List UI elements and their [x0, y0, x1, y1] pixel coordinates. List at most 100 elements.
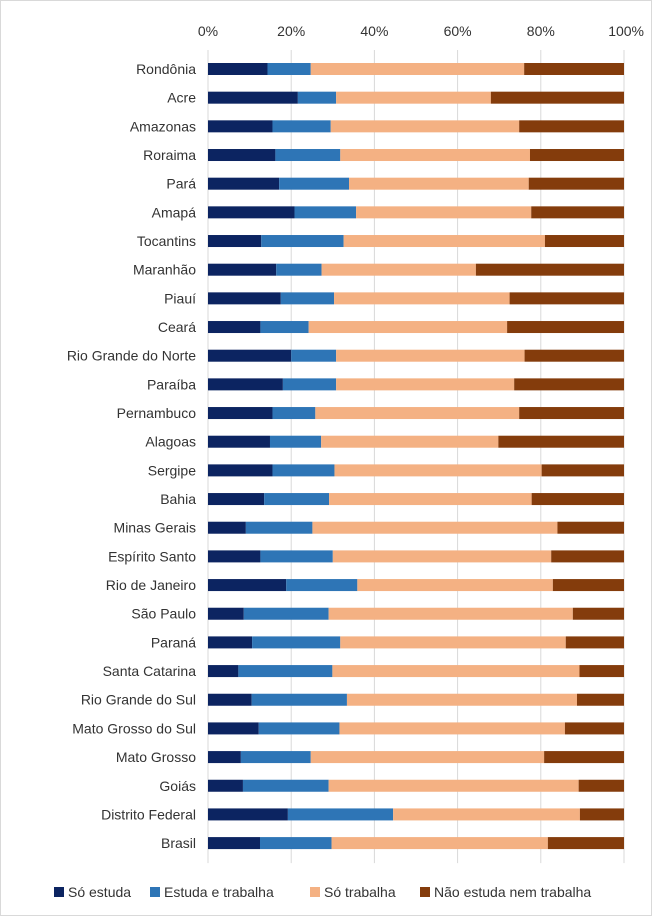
- bar-segment-so-trabalha: [331, 837, 548, 850]
- bar-segment-estuda-e-trabalha: [261, 235, 344, 248]
- bar-segment-so-trabalha: [308, 321, 508, 334]
- bar-segment-estuda-e-trabalha: [238, 665, 333, 678]
- bar-segment-nao-estuda-nem-trabalha: [490, 91, 624, 104]
- category-label: Pará: [166, 176, 196, 192]
- bar-segment-estuda-e-trabalha: [243, 607, 329, 620]
- bar-segment-nao-estuda-nem-trabalha: [514, 378, 624, 391]
- bar-segment-so-trabalha: [393, 808, 580, 821]
- bar-segment-so-trabalha: [349, 177, 529, 190]
- bar-segment-so-trabalha: [328, 779, 579, 792]
- legend-item-so-trabalha: Só trabalha: [310, 884, 396, 900]
- x-tick-label: 40%: [360, 23, 388, 39]
- x-tick-label: 20%: [277, 23, 305, 39]
- bar-segment-so-trabalha: [336, 91, 491, 104]
- bar-segment-estuda-e-trabalha: [260, 550, 333, 563]
- legend: Só estuda Estuda e trabalha Só trabalha Não…: [54, 884, 591, 900]
- bar-segment-so-estuda: [208, 177, 280, 190]
- bar-segment-nao-estuda-nem-trabalha: [529, 149, 624, 162]
- bar-segment-nao-estuda-nem-trabalha: [578, 779, 624, 792]
- bar-segment-so-trabalha: [310, 63, 525, 75]
- bars: [208, 63, 624, 850]
- category-label: Paraná: [151, 634, 196, 650]
- bar-segment-estuda-e-trabalha: [280, 292, 335, 305]
- category-label: Alagoas: [145, 434, 196, 450]
- bar-segment-estuda-e-trabalha: [286, 579, 358, 592]
- bar-segment-nao-estuda-nem-trabalha: [475, 263, 624, 276]
- bar-segment-nao-estuda-nem-trabalha: [507, 321, 624, 334]
- bar-segment-estuda-e-trabalha: [272, 407, 316, 420]
- bar-segment-so-estuda: [208, 722, 259, 735]
- bar-segment-so-trabalha: [334, 464, 542, 477]
- bar-segment-so-trabalha: [330, 120, 520, 133]
- bar-segment-so-trabalha: [356, 206, 532, 219]
- bar-segment-estuda-e-trabalha: [272, 464, 335, 477]
- bar-segment-nao-estuda-nem-trabalha: [531, 206, 624, 219]
- bar-segment-estuda-e-trabalha: [279, 177, 350, 190]
- bar-segment-so-estuda: [208, 206, 295, 219]
- bar-segment-nao-estuda-nem-trabalha: [531, 493, 624, 506]
- bar-segment-so-trabalha: [321, 435, 499, 448]
- x-tick-label: 60%: [444, 23, 472, 39]
- legend-label: Só trabalha: [324, 884, 396, 900]
- bar-segment-estuda-e-trabalha: [287, 808, 394, 821]
- x-axis-ticks: 0% 20% 40% 60% 80% 100%: [198, 23, 644, 39]
- bar-segment-so-trabalha: [312, 521, 558, 534]
- category-label: Rio Grande do Sul: [81, 692, 196, 708]
- bar-segment-estuda-e-trabalha: [282, 378, 337, 391]
- bar-segment-so-estuda: [208, 235, 262, 248]
- bar-segment-so-estuda: [208, 435, 270, 448]
- bar-segment-so-estuda: [208, 63, 268, 75]
- legend-label: Estuda e trabalha: [164, 884, 274, 900]
- bar-segment-estuda-e-trabalha: [240, 751, 311, 764]
- bar-segment-estuda-e-trabalha: [260, 321, 309, 334]
- bar-segment-so-estuda: [208, 837, 260, 850]
- bar-segment-estuda-e-trabalha: [258, 722, 340, 735]
- bar-segment-nao-estuda-nem-trabalha: [519, 407, 624, 420]
- category-label: Mato Grosso do Sul: [72, 720, 196, 736]
- bar-segment-nao-estuda-nem-trabalha: [551, 550, 624, 563]
- bar-segment-so-trabalha: [336, 378, 515, 391]
- bar-segment-estuda-e-trabalha: [275, 149, 341, 162]
- bar-segment-so-estuda: [208, 493, 265, 506]
- legend-label: Só estuda: [68, 884, 131, 900]
- bar-segment-estuda-e-trabalha: [260, 837, 332, 850]
- x-tick-label: 80%: [527, 23, 555, 39]
- category-label: Bahia: [160, 491, 196, 507]
- category-label: São Paulo: [131, 606, 196, 622]
- bar-segment-nao-estuda-nem-trabalha: [524, 349, 624, 362]
- bar-segment-estuda-e-trabalha: [297, 91, 337, 104]
- category-label: Piauí: [164, 290, 196, 306]
- bar-segment-so-estuda: [208, 636, 253, 649]
- category-label: Mato Grosso: [116, 749, 196, 765]
- bar-segment-so-trabalha: [334, 292, 510, 305]
- bar-segment-so-trabalha: [343, 235, 545, 248]
- legend-swatch: [420, 887, 430, 897]
- bar-segment-nao-estuda-nem-trabalha: [498, 435, 624, 448]
- bar-segment-nao-estuda-nem-trabalha: [579, 665, 624, 678]
- legend-item-estuda-e-trabalha: Estuda e trabalha: [150, 884, 274, 900]
- bar-segment-estuda-e-trabalha: [242, 779, 329, 792]
- bar-segment-so-estuda: [208, 693, 252, 706]
- category-label: Santa Catarina: [103, 663, 197, 679]
- bar-segment-nao-estuda-nem-trabalha: [547, 837, 624, 850]
- legend-item-nao-estuda-nem-trabalha: Não estuda nem trabalha: [420, 884, 591, 900]
- bar-segment-so-estuda: [208, 550, 261, 563]
- category-label: Tocantins: [137, 233, 196, 249]
- category-label: Roraima: [143, 147, 196, 163]
- bar-segment-nao-estuda-nem-trabalha: [544, 751, 624, 764]
- bar-segment-nao-estuda-nem-trabalha: [541, 464, 624, 477]
- bar-segment-so-trabalha: [332, 550, 552, 563]
- x-tick-label: 0%: [198, 23, 218, 39]
- legend-item-so-estuda: Só estuda: [54, 884, 131, 900]
- bar-segment-so-trabalha: [357, 579, 553, 592]
- bar-segment-so-trabalha: [329, 493, 532, 506]
- bar-segment-estuda-e-trabalha: [267, 63, 311, 75]
- bar-segment-nao-estuda-nem-trabalha: [564, 722, 624, 735]
- category-label: Pernambuco: [117, 405, 197, 421]
- category-label: Acre: [167, 90, 196, 106]
- category-label: Rondônia: [136, 61, 196, 77]
- category-label: Rio de Janeiro: [106, 577, 196, 593]
- legend-label: Não estuda nem trabalha: [434, 884, 591, 900]
- bar-segment-estuda-e-trabalha: [291, 349, 337, 362]
